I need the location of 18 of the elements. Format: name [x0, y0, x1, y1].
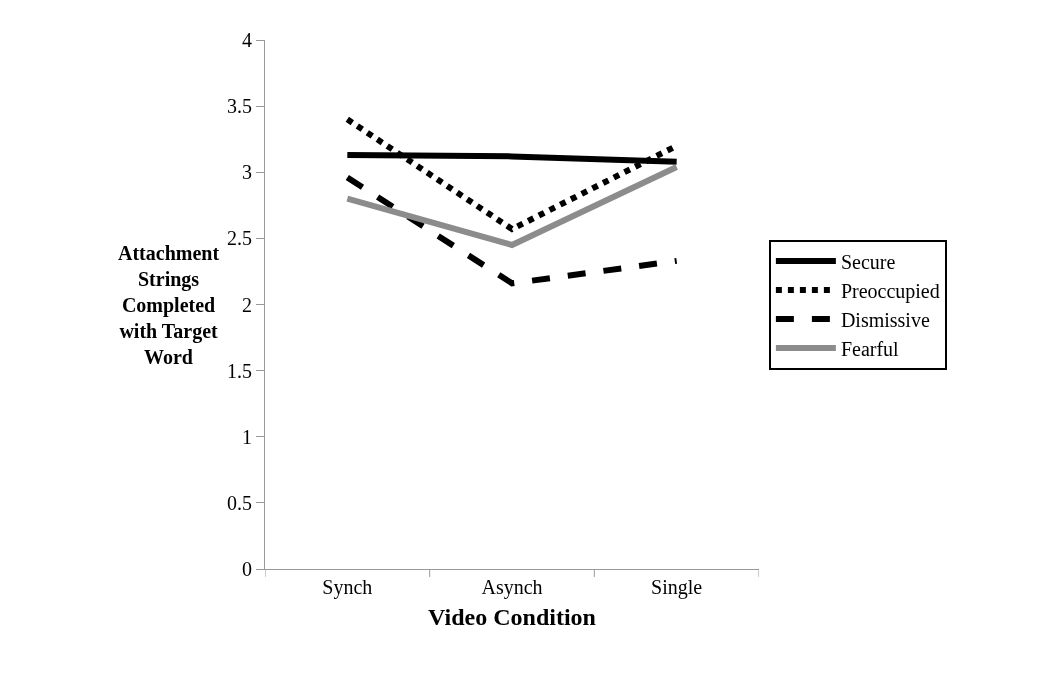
y-tick-label: 0 [242, 558, 252, 580]
y-tick-label: 1.5 [227, 359, 252, 382]
x-axis-title: Video Condition [428, 604, 596, 631]
legend-label: Preoccupied [840, 279, 940, 303]
y-tick-label: 3.5 [227, 95, 252, 118]
legend-label: Secure [840, 250, 896, 273]
x-tick-label: Single [651, 576, 703, 599]
legend-label: Fearful [840, 337, 900, 360]
x-tick-label: Asynch [481, 576, 543, 599]
y-axis-title: Attachment Strings Completed with Target Word [118, 242, 220, 368]
y-tick-label: 2.5 [227, 227, 252, 250]
y-tick-label: 2 [242, 293, 252, 316]
legend-label: Dismissive [840, 308, 930, 331]
y-tick-label: 3 [242, 161, 252, 184]
y-tick-label: 4 [242, 29, 252, 51]
y-tick-label: 0.5 [227, 491, 252, 514]
y-tick-label: 1 [242, 425, 252, 448]
x-tick-label: Synch [322, 576, 373, 599]
